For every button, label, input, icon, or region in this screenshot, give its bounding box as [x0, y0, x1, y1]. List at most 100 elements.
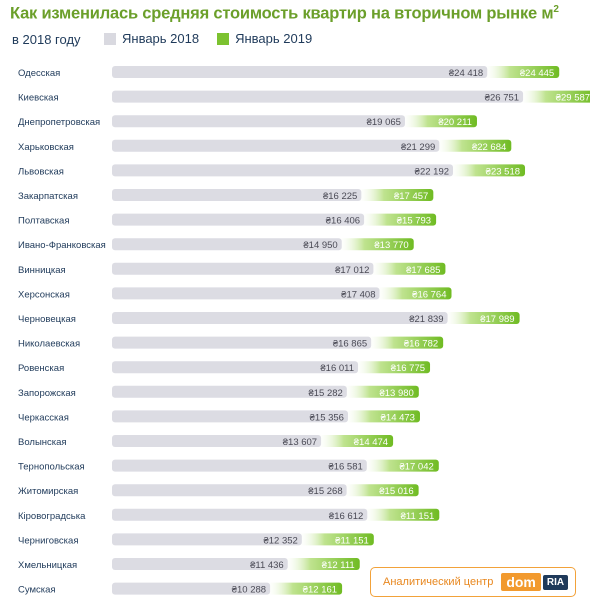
category-label: Днепропетровская	[18, 117, 100, 128]
value-label-2019: ₴16 775	[391, 363, 425, 374]
bar-2018	[112, 189, 362, 201]
bar-2018	[112, 213, 365, 226]
bar-2018	[112, 361, 359, 374]
value-label-2018: ₴21 839	[409, 314, 443, 325]
bar-chart: Одесская ₴24 418 ₴24 445 Киевская ₴26 751 ₴29…	[18, 66, 590, 596]
bar-2018	[112, 115, 405, 128]
bar-2019	[343, 410, 420, 423]
chart-title-sup: 2	[553, 4, 559, 15]
legend-swatch-2018	[104, 32, 116, 45]
category-label: Закарпатская	[18, 191, 78, 202]
bar-2019	[337, 238, 414, 251]
bar-2019	[283, 558, 360, 570]
value-label-2019: ₴17 989	[480, 314, 514, 325]
value-label-2018: ₴24 418	[449, 68, 483, 79]
bar-2019	[342, 484, 419, 497]
bar-2018	[112, 238, 342, 251]
value-label-2018: ₴13 607	[283, 437, 317, 448]
legend: Январь 2018 Январь 2019	[104, 31, 320, 46]
value-label-2019: ₴13 980	[379, 388, 413, 399]
category-label: Львовская	[18, 166, 64, 177]
value-label-2019: ₴16 782	[404, 339, 438, 350]
bar-2019	[435, 139, 512, 152]
bar-2019	[354, 361, 431, 374]
category-label: Черновецкая	[18, 314, 76, 325]
brand-logo[interactable]: Аналитический центр dom RIA	[370, 567, 576, 597]
category-label: Винницкая	[18, 265, 66, 276]
bar-2019	[363, 508, 440, 521]
category-label: Сумская	[18, 585, 56, 596]
legend-item-2018: Январь 2018	[104, 31, 199, 46]
value-label-2019: ₴17 042	[399, 462, 433, 473]
bar-2018	[112, 582, 271, 595]
category-label: Волынская	[18, 437, 67, 448]
legend-label-2019: Январь 2019	[235, 31, 313, 46]
value-label-2019: ₴17 685	[406, 265, 440, 276]
value-label-2018: ₴16 406	[326, 216, 360, 227]
bar-2019	[360, 213, 437, 226]
value-label-2018: ₴10 288	[232, 585, 266, 596]
category-label: Николаевская	[18, 339, 80, 350]
category-label: Киевская	[18, 93, 59, 104]
value-label-2019: ₴15 793	[397, 216, 431, 227]
category-label: Житомирская	[18, 486, 78, 497]
logo-dom: dom	[501, 573, 541, 591]
value-label-2018: ₴16 225	[323, 191, 357, 202]
bar-2019	[342, 385, 419, 398]
value-label-2019: ₴22 684	[472, 142, 506, 153]
bar-2019	[297, 533, 374, 546]
category-label: Черкасская	[18, 412, 69, 423]
category-label: Харьковская	[18, 142, 74, 153]
value-label-2018: ₴16 581	[328, 462, 362, 473]
category-label: Черниговская	[18, 535, 78, 546]
category-label: Херсонская	[18, 289, 70, 300]
bar-2018	[112, 164, 454, 177]
bar-2019	[357, 189, 434, 201]
value-label-2018: ₴11 436	[250, 560, 284, 571]
bar-2019	[266, 582, 343, 595]
bar-2019	[449, 164, 526, 177]
value-label-2019: ₴11 151	[401, 511, 435, 522]
logo-text: Аналитический центр	[383, 576, 494, 588]
chart-title: Как изменилась средняя стоимость квартир…	[10, 4, 559, 24]
category-label: Одесская	[18, 68, 60, 79]
category-label: Кіровоградська	[18, 511, 86, 522]
chart-subtitle: в 2018 году	[12, 32, 81, 47]
bar-2018	[112, 484, 347, 497]
value-label-2018: ₴16 865	[333, 339, 367, 350]
value-label-2018: ₴16 011	[320, 363, 354, 374]
bar-2018	[112, 336, 372, 349]
bar-2018	[112, 508, 368, 521]
value-label-2019: ₴14 473	[381, 412, 415, 423]
bar-2019	[317, 435, 394, 447]
value-label-2019: ₴12 111	[322, 560, 355, 571]
bar-2018	[112, 66, 488, 78]
value-label-2018: ₴15 356	[310, 412, 344, 423]
value-label-2019: ₴24 445	[520, 68, 554, 79]
category-label: Хмельницкая	[18, 560, 77, 571]
value-label-2018: ₴26 751	[485, 93, 519, 104]
value-label-2018: ₴14 950	[303, 240, 337, 251]
bar-2019	[483, 66, 560, 78]
value-label-2018: ₴19 065	[367, 117, 401, 128]
bar-2018	[112, 558, 288, 570]
bar-2018	[112, 385, 347, 398]
value-label-2018: ₴17 012	[335, 265, 369, 276]
bar-2018	[112, 410, 348, 423]
value-label-2019: ₴12 161	[303, 585, 337, 596]
legend-item-2019: Январь 2019	[217, 31, 312, 46]
value-label-2019: ₴29 587	[556, 93, 590, 104]
value-label-2018: ₴22 192	[415, 166, 449, 177]
chart-title-text: Как изменилась средняя стоимость квартир…	[10, 4, 554, 23]
value-label-2019: ₴20 211	[438, 117, 472, 128]
value-label-2019: ₴15 016	[379, 486, 413, 497]
bar-2019	[400, 115, 477, 128]
value-label-2019: ₴13 770	[374, 240, 408, 251]
bar-2018	[112, 90, 524, 103]
value-label-2018: ₴21 299	[401, 142, 435, 153]
value-label-2019: ₴14 474	[354, 437, 388, 448]
category-label: Ивано-Франковская	[18, 240, 106, 251]
category-label: Полтавская	[18, 216, 69, 227]
category-label: Тернопольская	[18, 462, 85, 473]
value-label-2019: ₴23 518	[486, 166, 520, 177]
